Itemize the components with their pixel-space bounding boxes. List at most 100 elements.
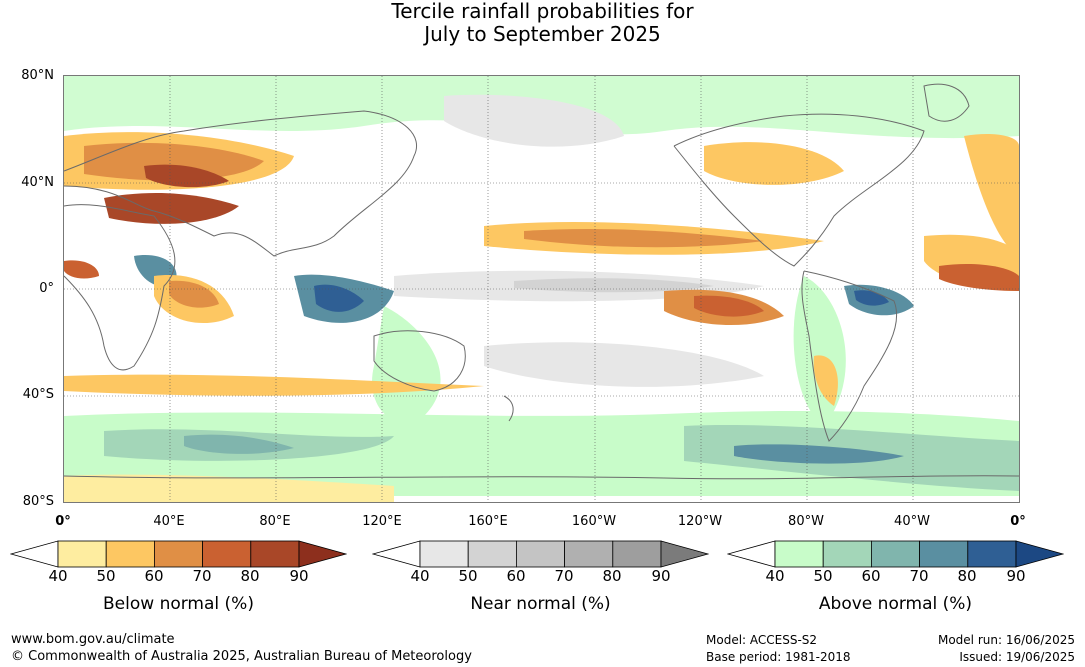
colorbar-swatch [564,540,614,568]
cb-tick: 60 [861,567,881,585]
colorbar-swatch [774,540,824,568]
field-below-80-central-asia [144,164,229,188]
probability-fields [64,76,1019,502]
colorbar-swatch [250,540,300,568]
cb-tick: 50 [96,567,116,585]
field-near-50-south-pacific [484,342,764,387]
field-below-50-west-atlantic [964,134,1019,256]
footer-dates: Model run: 16/06/2025 Issued: 19/06/2025 [938,632,1075,666]
rainfall-probability-map [63,75,1020,503]
lon-label-160e: 160°E [468,514,508,529]
colorbar-above-normal: 40 50 60 70 80 90 Above normal (%) [727,540,1064,630]
lon-label-120w: 120°W [677,514,723,529]
coastline-new-zealand [503,395,514,422]
lat-label-40s: 40°S [22,387,54,402]
coastline-south-america [801,270,898,442]
lat-label-80n: 80°N [21,68,54,83]
footer-model: Model: ACCESS-S2 [706,633,818,647]
coastline-greenland [923,83,970,122]
colorbar-below-normal-swatches [10,540,347,568]
cb-tick: 50 [458,567,478,585]
cb-tick: 40 [410,567,430,585]
colorbar-near-normal-swatches [372,540,709,568]
coastline-north-america [673,113,925,267]
title-line-2: July to September 2025 [424,22,661,46]
cb-tick: 70 [909,567,929,585]
footer-issued: Issued: 19/06/2025 [959,650,1075,664]
graticule-lines [64,76,1019,502]
cb-tick: 50 [813,567,833,585]
cb-tick: 90 [1006,567,1026,585]
field-above-80-amazon [854,290,889,306]
lat-label-equator: 0° [39,281,54,296]
field-below-50-southern-band [64,374,484,396]
cb-tick: 60 [506,567,526,585]
colorbar-upper-triangle [1015,540,1064,568]
colorbar-above-normal-title: Above normal (%) [818,594,973,614]
coastline-antarctica [64,475,1019,480]
cb-tick: 80 [957,567,977,585]
footer-copyright: © Commonwealth of Australia 2025, Austra… [11,649,472,664]
colorbar-swatch [612,540,662,568]
colorbar-swatch [467,540,517,568]
cb-tick: 60 [144,567,164,585]
colorbar-above-normal-swatches [727,540,1064,568]
lon-label-40w: 40°W [894,514,930,529]
field-above-70-south-pacific-band [734,444,904,464]
cb-tick: 70 [554,567,574,585]
colorbar-below-normal-title: Below normal (%) [103,594,254,614]
footer-website: www.bom.gov.au/climate [11,632,175,647]
lon-label-0-west: 0° [55,514,71,529]
lat-label-80s: 80°S [22,494,54,509]
colorbar-lower-triangle [10,540,59,568]
colorbar-below-normal: 40 50 60 70 80 90 Below normal (%) [10,540,347,630]
cb-tick: 80 [240,567,260,585]
cb-tick: 40 [48,567,68,585]
colorbar-swatch [419,540,469,568]
colorbar-upper-triangle [660,540,709,568]
field-above-50-south-pacific [372,306,441,423]
field-below-60-west-africa [64,260,99,279]
lon-label-40e: 40°E [153,514,185,529]
colorbar-swatch [967,540,1017,568]
lon-label-80w: 80°W [788,514,824,529]
footer-base-period: Base period: 1981-2018 [706,650,851,664]
coastlines [64,83,1019,480]
cb-tick: 80 [602,567,622,585]
field-below-60-tropical-north-pacific [524,229,764,248]
colorbar-near-normal: 40 50 60 70 80 90 Near normal (%) [372,540,709,630]
colorbar-lower-triangle [372,540,421,568]
footer-left: www.bom.gov.au/climate © Commonwealth of… [11,631,472,665]
cb-tick: 70 [192,567,212,585]
field-below-50-north-america [704,142,844,185]
footer-model-run: Model run: 16/06/2025 [937,633,1075,647]
lon-label-80e: 80°E [259,514,291,529]
field-above-80-indonesia [314,284,364,312]
field-below-50-south-america [813,355,838,406]
footer-model-info: Model: ACCESS-S2 Base period: 1981-2018 [706,632,851,666]
lon-label-120e: 120°E [362,514,402,529]
colorbar-swatch [105,540,155,568]
colorbar-swatch [919,540,969,568]
coastline-eurasia [64,110,417,257]
field-below-80-tibet [104,192,239,224]
title-line-1: Tercile rainfall probabilities for [391,0,694,23]
colorbar-swatch [202,540,252,568]
map-title: Tercile rainfall probabilities for July … [0,0,1085,46]
field-near-50-mid-north [444,94,624,147]
colorbar-swatch [822,540,872,568]
lon-label-0-east: 0° [1010,514,1026,529]
colorbar-upper-triangle [298,540,347,568]
coastline-australia [373,330,466,392]
colorbar-swatch [57,540,107,568]
colorbar-near-normal-title: Near normal (%) [470,594,611,614]
colorbar-lower-triangle [727,540,776,568]
cb-tick: 90 [651,567,671,585]
field-below-70-atlantic [939,264,1019,291]
field-below-50-antarctic [64,474,394,502]
field-below-60-west-indian-ocean [169,280,219,308]
lon-label-160w: 160°W [571,514,617,529]
cb-tick: 90 [289,567,309,585]
colorbar-swatch [870,540,920,568]
colorbar-swatch [153,540,203,568]
